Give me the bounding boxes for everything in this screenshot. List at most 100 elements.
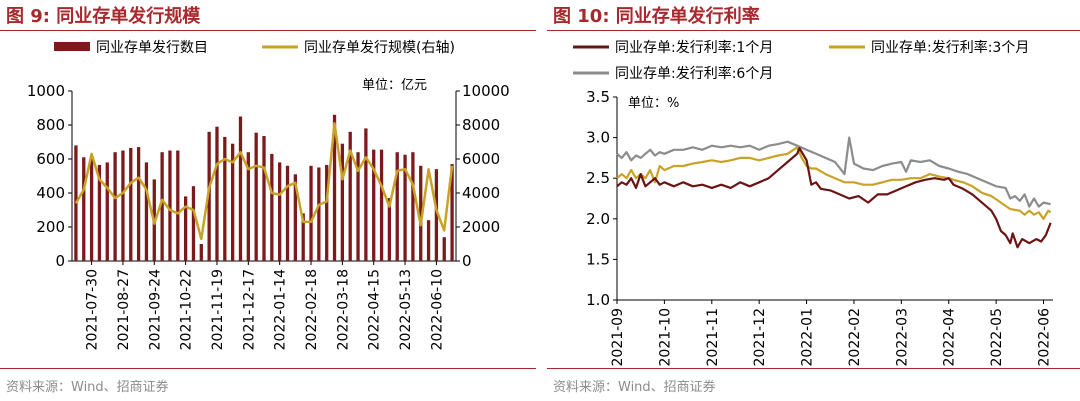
bar: [450, 164, 454, 261]
y-left-tick-label: 400: [36, 184, 65, 202]
source-divider: [547, 368, 1080, 369]
issuance-rate-chart: 同业存单:发行利率:1个月 同业存单:发行利率:3个月 同业存单:发行利率:6个…: [573, 39, 1053, 367]
bar: [246, 152, 250, 261]
legend-3m-label: 同业存单:发行利率:3个月: [871, 39, 1029, 56]
bar: [113, 152, 117, 261]
bar: [325, 164, 329, 261]
bar: [270, 153, 274, 261]
bar: [223, 136, 227, 261]
y-right-tick-label: 8000: [462, 116, 500, 134]
figure-9-title: 图 9: 同业存单发行规模: [6, 6, 201, 27]
x-tick-label: 2021-10: [657, 308, 673, 367]
x-tick-label: 2022-03: [894, 308, 910, 367]
bar: [434, 169, 439, 261]
bar: [231, 143, 235, 261]
source-note: 资料来源：Wind、招商证券: [553, 380, 716, 395]
bar: [332, 114, 337, 261]
bar: [426, 220, 431, 261]
rate-line-2: [616, 136, 1051, 208]
bar: [379, 149, 384, 261]
y-left-tick-label: 200: [36, 218, 65, 236]
bar: [82, 157, 86, 261]
x-tick-label: 2021-12: [752, 308, 768, 367]
x-tick-label: 2021-10-22: [179, 269, 195, 350]
figure-10-panel: 图 10: 同业存单发行利率 同业存单:发行利率:1个月 同业存单:发行利率:3…: [547, 0, 1080, 401]
x-tick-label: 2022-02: [847, 308, 863, 367]
x-tick-label: 2021-12-17: [241, 269, 257, 350]
bar: [254, 132, 258, 261]
bar: [301, 213, 305, 261]
bar: [442, 237, 446, 261]
bar: [121, 150, 125, 261]
x-tick-label: 2022-01-14: [273, 269, 289, 350]
bar: [129, 147, 133, 261]
bar: [364, 128, 368, 261]
title-divider: [547, 30, 1080, 31]
figure-10-title: 图 10: 同业存单发行利率: [553, 6, 760, 27]
bar: [176, 150, 180, 261]
bar: [136, 147, 141, 261]
bar: [238, 116, 243, 261]
bar: [207, 131, 211, 261]
bar: [395, 152, 399, 261]
bar: [387, 198, 392, 261]
bar: [97, 164, 102, 261]
y-right-tick-label: 0: [462, 252, 472, 270]
bar: [168, 150, 172, 261]
bar: [199, 244, 203, 261]
unit-label: 单位：亿元: [362, 78, 427, 93]
y-right-tick-label: 10000: [462, 82, 510, 100]
bar: [105, 162, 109, 261]
y-tick-label: 1.0: [586, 291, 610, 309]
issuance-volume-line: [74, 122, 454, 241]
bar: [309, 165, 313, 261]
figure-9-panel: 图 9: 同业存单发行规模 同业存单发行数目 同业存单发行规模(右轴) 单位：亿…: [0, 0, 536, 401]
x-tick-label: 2021-11: [705, 308, 721, 367]
y-tick-label: 2.5: [586, 169, 610, 187]
x-tick-label: 2022-01: [800, 308, 816, 367]
bar: [340, 143, 345, 261]
y-left-tick-label: 800: [36, 116, 65, 134]
y-tick-label: 2.0: [586, 210, 610, 228]
bar: [411, 152, 415, 261]
issuance-volume-chart: 同业存单发行数目 同业存单发行规模(右轴) 单位：亿元 0 200 400 600 80…: [27, 40, 510, 350]
x-tick-label: 2022-06: [1037, 308, 1053, 367]
title-divider: [0, 30, 536, 31]
bar: [278, 162, 282, 261]
x-tick-label: 2021-09-24: [147, 269, 163, 350]
x-tick-label: 2022-03-18: [335, 269, 351, 350]
bar: [317, 167, 321, 261]
rate-line-1: [616, 146, 1052, 220]
y-left-tick-label: 0: [55, 252, 65, 270]
x-tick-label: 2022-04-15: [367, 269, 383, 350]
x-tick-label: 2022-05: [989, 308, 1005, 367]
x-tick-label: 2022-02-18: [304, 269, 320, 350]
legend-line-label: 同业存单发行规模(右轴): [304, 40, 455, 56]
x-tick-label: 2021-11-19: [210, 269, 226, 350]
legend-6m-label: 同业存单:发行利率:6个月: [615, 65, 773, 82]
bar: [348, 131, 352, 261]
bar: [191, 186, 196, 261]
legend: 同业存单发行数目 同业存单发行规模(右轴): [54, 40, 455, 56]
bar: [215, 126, 219, 261]
x-tick-label: 2021-08-27: [116, 269, 132, 350]
y-left-tick-label: 1000: [27, 82, 65, 100]
y-tick-label: 1.5: [586, 250, 610, 268]
y-tick-label: 3.5: [586, 88, 610, 106]
legend-bar-label: 同业存单发行数目: [96, 40, 208, 56]
y-right-tick-label: 4000: [462, 184, 500, 202]
bar: [372, 149, 376, 261]
y-right-tick-label: 2000: [462, 218, 500, 236]
legend: 同业存单:发行利率:1个月 同业存单:发行利率:3个月 同业存单:发行利率:6个…: [573, 39, 1029, 82]
unit-label: 单位：%: [628, 96, 679, 111]
legend-1m-label: 同业存单:发行利率:1个月: [615, 39, 773, 56]
source-note: 资料来源：Wind、招商证券: [6, 380, 169, 395]
legend-bar-swatch: [54, 42, 90, 51]
bar: [160, 152, 164, 261]
bar: [419, 165, 423, 261]
bar: [356, 152, 360, 261]
bar: [183, 196, 188, 261]
source-divider: [0, 368, 536, 369]
x-tick-label: 2022-06-10: [429, 269, 445, 350]
x-tick-label: 2021-07-30: [85, 269, 101, 350]
